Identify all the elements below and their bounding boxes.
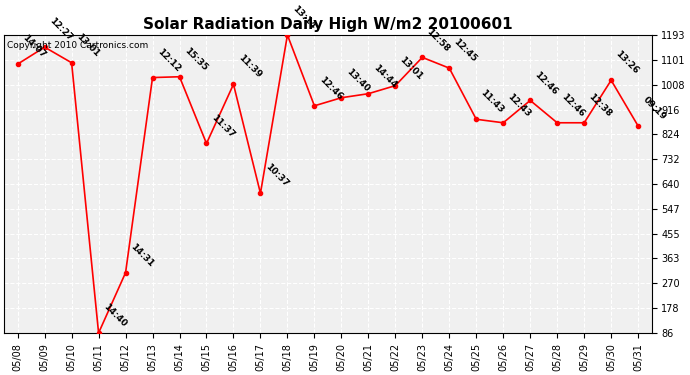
Text: 13:01: 13:01	[398, 55, 424, 81]
Text: 14:31: 14:31	[128, 242, 155, 268]
Text: 13:14: 13:14	[290, 4, 317, 31]
Text: 14:07: 14:07	[21, 33, 47, 60]
Text: 12:27: 12:27	[48, 16, 74, 43]
Text: Copyright 2010 Cartronics.com: Copyright 2010 Cartronics.com	[8, 41, 148, 50]
Text: 13:01: 13:01	[75, 32, 101, 58]
Text: 12:45: 12:45	[452, 37, 479, 64]
Text: 14:40: 14:40	[101, 302, 128, 329]
Text: 11:39: 11:39	[236, 53, 263, 80]
Text: 12:38: 12:38	[587, 92, 613, 118]
Text: 12:46: 12:46	[560, 92, 586, 118]
Text: 11:43: 11:43	[479, 88, 506, 115]
Text: 11:37: 11:37	[209, 112, 236, 140]
Text: 10:37: 10:37	[263, 162, 290, 189]
Text: 12:12: 12:12	[155, 47, 182, 74]
Text: 12:46: 12:46	[533, 70, 560, 96]
Text: 12:58: 12:58	[425, 27, 452, 53]
Title: Solar Radiation Daily High W/m2 20100601: Solar Radiation Daily High W/m2 20100601	[143, 18, 513, 33]
Text: 09:19: 09:19	[641, 95, 668, 122]
Text: 15:35: 15:35	[182, 46, 209, 73]
Text: 13:26: 13:26	[614, 50, 640, 76]
Text: 12:43: 12:43	[506, 92, 533, 118]
Text: 14:44: 14:44	[371, 63, 398, 90]
Text: 12:46: 12:46	[317, 75, 344, 102]
Text: 13:40: 13:40	[344, 67, 371, 94]
